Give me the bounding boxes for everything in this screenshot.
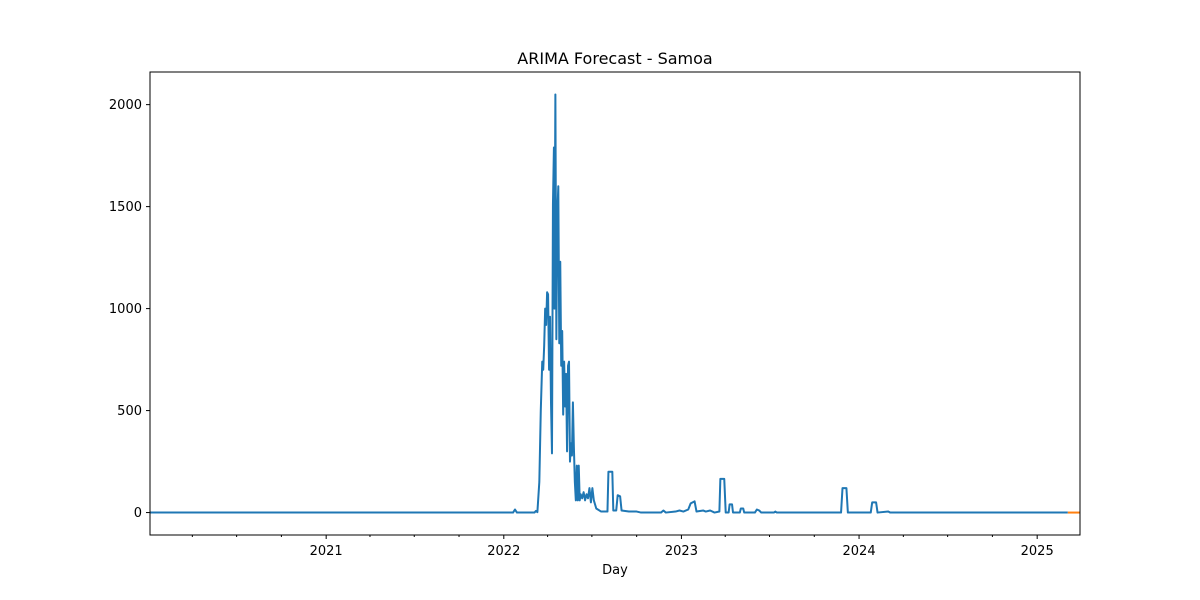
x-tick-label: 2024 <box>843 544 876 559</box>
plot-frame <box>149 71 1081 536</box>
series-line-0 <box>150 93 1068 514</box>
y-axis-ticks: 0 500 1000 1500 2000 <box>109 98 150 521</box>
x-tick-label: 2023 <box>665 544 698 559</box>
y-tick-label: 1000 <box>109 302 142 317</box>
y-tick-label: 0 <box>134 506 142 521</box>
plot-series <box>150 93 1080 514</box>
x-axis-label: Day <box>602 563 628 578</box>
x-tick-label: 2021 <box>310 544 343 559</box>
y-tick-label: 1500 <box>109 200 142 215</box>
x-axis-ticks: 2021 2022 2023 2024 2025 <box>191 535 1054 559</box>
y-tick-label: 2000 <box>109 98 142 113</box>
x-tick-label: 2025 <box>1021 544 1054 559</box>
y-tick-label: 500 <box>117 404 142 419</box>
x-tick-label: 2022 <box>487 544 520 559</box>
chart-title: ARIMA Forecast - Samoa <box>517 49 712 68</box>
